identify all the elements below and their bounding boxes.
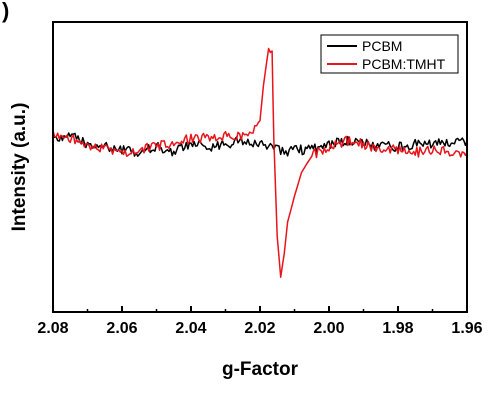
legend: PCBM PCBM:TMHT <box>320 34 459 74</box>
x-tick-label: 2.00 <box>313 320 344 337</box>
series-layer <box>52 47 468 278</box>
x-tick-label: 1.96 <box>451 320 482 337</box>
y-axis-title: Intensity (a.u.) <box>9 103 30 232</box>
x-tick-label: 2.04 <box>175 320 206 337</box>
legend-label: PCBM:TMHT <box>362 56 446 72</box>
series-line-pcbm <box>52 132 468 157</box>
panel-label: ) <box>2 0 9 23</box>
x-axis-title: g-Factor <box>222 359 299 380</box>
legend-box <box>320 34 459 74</box>
x-tick-label: 1.98 <box>382 320 413 337</box>
legend-label: PCBM <box>362 38 402 54</box>
x-tick-label: 2.06 <box>106 320 137 337</box>
series-line-pcbm-tmht <box>52 47 468 278</box>
x-axis: 2.08 2.06 2.04 2.02 2.00 1.98 1.96 <box>37 306 483 337</box>
x-tick-label: 2.08 <box>37 320 68 337</box>
x-tick-label: 2.02 <box>244 320 275 337</box>
